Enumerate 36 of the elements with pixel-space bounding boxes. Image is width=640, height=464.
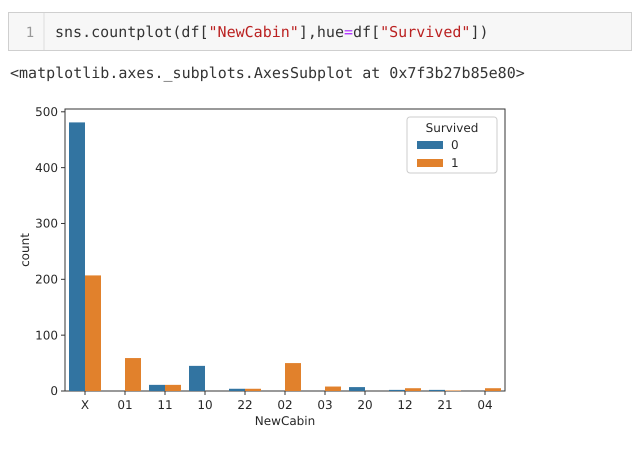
x-tick-label: 02 bbox=[277, 398, 293, 412]
y-tick-label: 400 bbox=[35, 160, 58, 175]
bar bbox=[325, 386, 341, 391]
bar bbox=[189, 366, 205, 391]
text: 1 bbox=[26, 25, 34, 41]
text: <matplotlib.axes._subplots.AxesSubplot at 0x7f3b27b85e80> bbox=[10, 64, 525, 82]
bar bbox=[285, 363, 301, 391]
x-tick-label: 22 bbox=[237, 398, 253, 412]
bar bbox=[149, 384, 165, 391]
x-tick-label: 01 bbox=[117, 398, 133, 412]
x-tick-label: X bbox=[80, 398, 90, 412]
bar bbox=[349, 387, 365, 391]
x-tick-label: 12 bbox=[397, 398, 413, 412]
legend-label: 0 bbox=[451, 138, 459, 152]
bar bbox=[85, 275, 101, 391]
x-tick-label: 04 bbox=[477, 398, 493, 412]
bar bbox=[69, 122, 85, 391]
legend-title: Survived bbox=[426, 121, 478, 135]
y-tick-label: 200 bbox=[35, 272, 58, 287]
y-tick-label: 300 bbox=[35, 216, 58, 231]
y-tick-label: 500 bbox=[35, 104, 58, 119]
legend-label: 1 bbox=[451, 156, 459, 170]
x-tick-label: 20 bbox=[357, 398, 373, 412]
x-tick-label: 10 bbox=[197, 398, 213, 412]
bar bbox=[125, 358, 141, 391]
bar bbox=[485, 388, 501, 391]
y-tick-label: 0 bbox=[50, 384, 58, 398]
bar bbox=[165, 384, 181, 391]
x-tick-label: 21 bbox=[437, 398, 453, 412]
bar bbox=[405, 388, 421, 391]
text: sns.countplot(df["NewCabin"],hue=df["Survived"]) bbox=[55, 23, 488, 41]
x-tick-label: 11 bbox=[157, 398, 173, 412]
y-tick-label: 100 bbox=[35, 328, 58, 342]
x-axis-title: NewCabin bbox=[254, 414, 316, 428]
x-tick-label: 03 bbox=[317, 398, 333, 412]
y-axis-title: count bbox=[18, 232, 32, 267]
